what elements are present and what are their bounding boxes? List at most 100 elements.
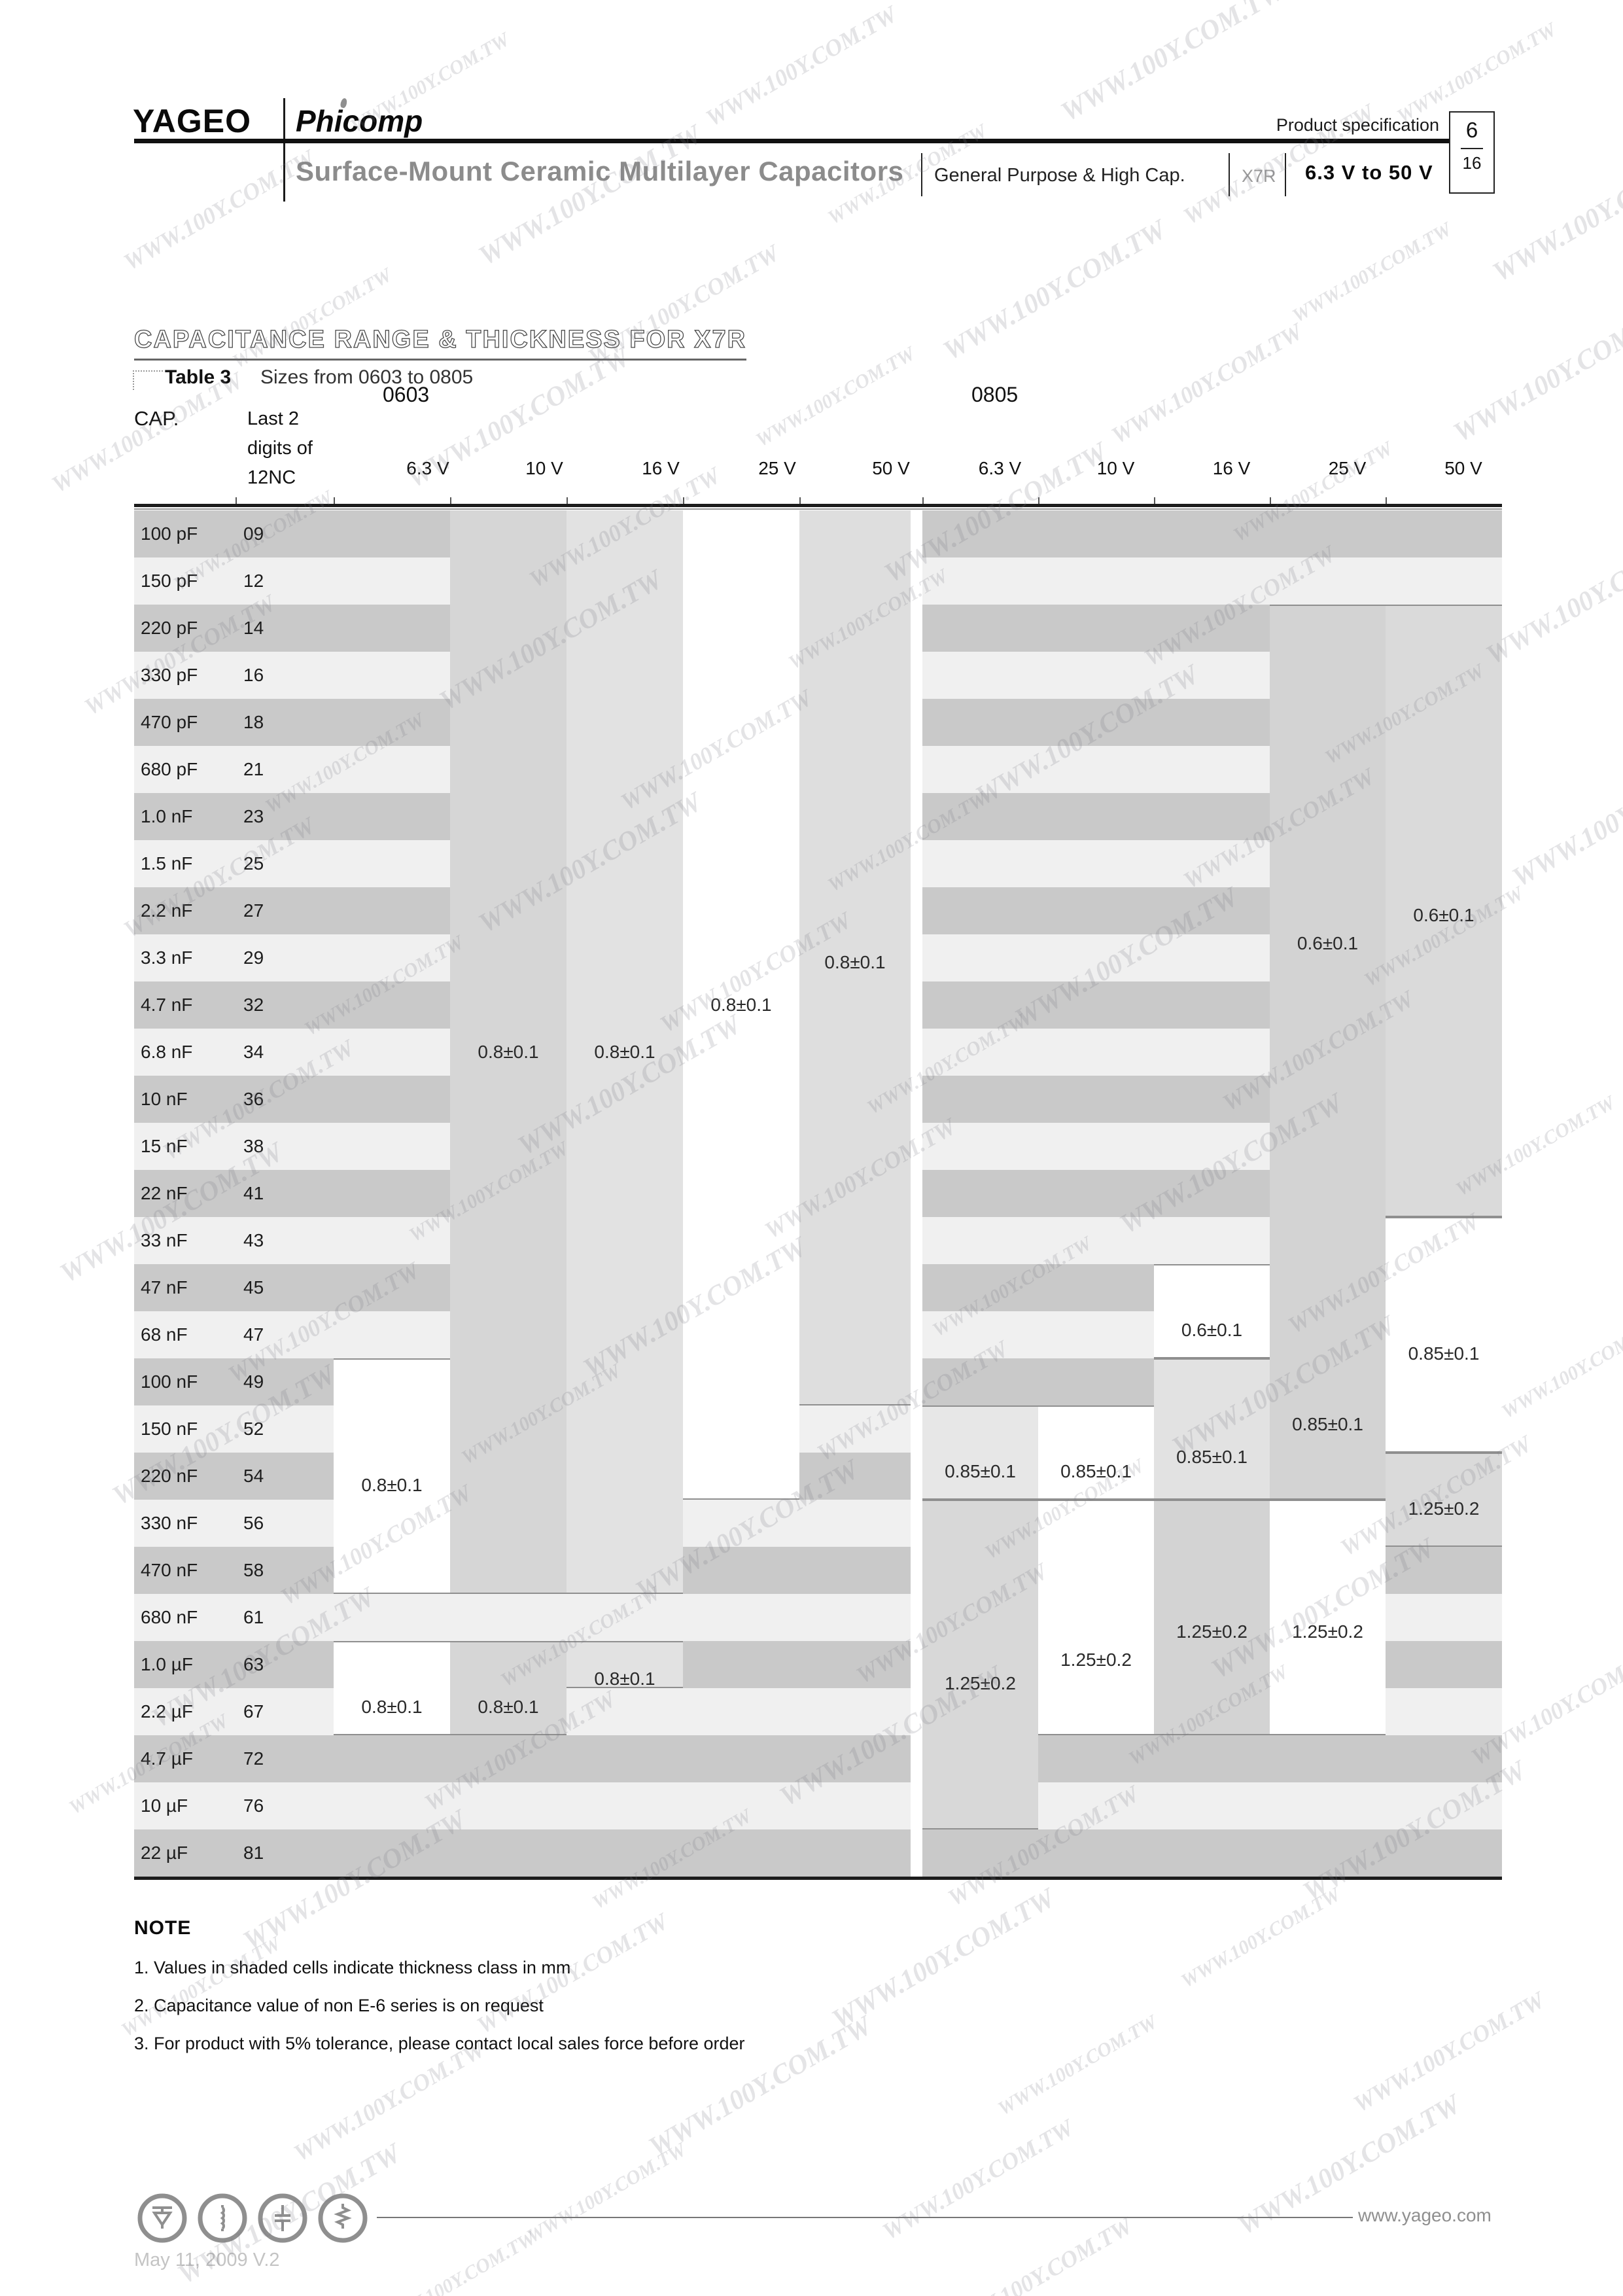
column-tick bbox=[1038, 497, 1039, 505]
thickness-block bbox=[1270, 1500, 1386, 1735]
thickness-block bbox=[450, 510, 567, 1594]
column-tick bbox=[236, 497, 237, 505]
row-12nc-code: 54 bbox=[243, 1466, 264, 1486]
watermark-text: WWW.100Y.COM.TW bbox=[1288, 218, 1456, 327]
row-cap-value: 470 nF bbox=[141, 1560, 198, 1580]
thickness-block bbox=[922, 1405, 1038, 1500]
row-12nc-code: 29 bbox=[243, 947, 264, 968]
row-12nc-code: 34 bbox=[243, 1042, 264, 1062]
row-cap-value: 680 pF bbox=[141, 759, 198, 779]
row-12nc-code: 23 bbox=[243, 806, 264, 826]
column-tick bbox=[799, 497, 801, 505]
resistor-icon bbox=[317, 2192, 369, 2244]
thickness-block bbox=[1386, 1453, 1502, 1547]
note-item: 1. Values in shaded cells indicate thick… bbox=[134, 1958, 571, 1977]
thickness-value-label: 0.8±0.1 bbox=[361, 1475, 423, 1496]
watermark-text: WWW.100Y.COM.TW bbox=[1056, 0, 1289, 128]
thickness-block bbox=[1386, 1217, 1502, 1453]
header-separator bbox=[921, 153, 922, 196]
row-cap-value: 2.2 µF bbox=[141, 1701, 193, 1722]
row-cap-value: 470 pF bbox=[141, 712, 198, 732]
thickness-block bbox=[1154, 1358, 1270, 1500]
column-tick bbox=[683, 497, 684, 505]
watermark-text: WWW.100Y.COM.TW bbox=[346, 28, 514, 137]
watermark-text: WWW.100Y.COM.TW bbox=[1448, 296, 1623, 449]
thickness-block bbox=[683, 510, 799, 1500]
voltage-header: 10 V bbox=[1096, 458, 1135, 478]
thickness-value-label: 1.25±0.2 bbox=[1060, 1649, 1132, 1670]
thickness-value-label: 0.85±0.1 bbox=[945, 1460, 1016, 1481]
size-group-gutter bbox=[911, 510, 922, 1877]
voltage-header: 25 V bbox=[1328, 458, 1367, 478]
header-separator bbox=[1285, 153, 1286, 196]
watermark-text: WWW.100Y.COM.TW bbox=[372, 2227, 540, 2296]
row-12nc-code: 63 bbox=[243, 1654, 264, 1674]
row-12nc-code: 25 bbox=[243, 853, 264, 874]
watermark-text: WWW.100Y.COM.TW bbox=[701, 1, 901, 132]
row-cap-value: 220 nF bbox=[141, 1466, 198, 1486]
row-cap-value: 330 nF bbox=[141, 1513, 198, 1533]
row-cap-value: 22 µF bbox=[141, 1843, 188, 1863]
thickness-value-label: 1.25±0.2 bbox=[1176, 1621, 1248, 1642]
row-cap-value: 47 nF bbox=[141, 1277, 188, 1298]
row-cap-value: 10 µF bbox=[141, 1795, 188, 1816]
row-12nc-code: 76 bbox=[243, 1795, 264, 1816]
col-header-code-line: Last 2 bbox=[247, 408, 299, 429]
voltage-range-label: 6.3 V to 50 V bbox=[1305, 161, 1433, 184]
page-total: 16 bbox=[1462, 153, 1482, 173]
thickness-value-label: 1.25±0.2 bbox=[1408, 1498, 1480, 1519]
thickness-block bbox=[567, 1641, 683, 1688]
row-cap-value: 1.0 µF bbox=[141, 1654, 193, 1674]
watermark-text: WWW.100Y.COM.TW bbox=[1177, 1883, 1344, 1992]
product-spec-label: Product specification bbox=[1276, 115, 1439, 135]
table-label-marker bbox=[133, 370, 163, 390]
col-header-code-line: digits of bbox=[247, 438, 313, 459]
row-12nc-code: 61 bbox=[243, 1607, 264, 1627]
watermark-text: WWW.100Y.COM.TW bbox=[1488, 135, 1623, 289]
row-12nc-code: 49 bbox=[243, 1371, 264, 1392]
watermark-text: WWW.100Y.COM.TW bbox=[1481, 518, 1623, 671]
watermark-text: WWW.100Y.COM.TW bbox=[119, 145, 319, 275]
row-12nc-code: 38 bbox=[243, 1136, 264, 1156]
row-12nc-code: 56 bbox=[243, 1513, 264, 1533]
thickness-block bbox=[334, 1358, 450, 1594]
thickness-value-label: 0.6±0.1 bbox=[1297, 933, 1359, 954]
voltage-header: 16 V bbox=[642, 458, 680, 478]
thickness-value-label: 0.8±0.1 bbox=[361, 1696, 423, 1717]
page-fraction-line bbox=[1461, 148, 1483, 149]
thickness-value-label: 0.8±0.1 bbox=[478, 1696, 539, 1717]
phicomp-logo: Phicomp bbox=[296, 104, 423, 138]
yageo-url-link[interactable]: www.yageo.com bbox=[1358, 2205, 1492, 2225]
row-cap-value: 1.0 nF bbox=[141, 806, 193, 826]
row-cap-value: 33 nF bbox=[141, 1230, 188, 1250]
note-item: 3. For product with 5% tolerance, please… bbox=[134, 2034, 745, 2053]
thickness-value-label: 0.85±0.1 bbox=[1060, 1460, 1132, 1481]
thickness-value-label: 0.85±0.1 bbox=[1292, 1413, 1363, 1434]
table-row bbox=[134, 1782, 1502, 1829]
row-12nc-code: 09 bbox=[243, 523, 264, 544]
voltage-header: 6.3 V bbox=[406, 458, 449, 478]
thickness-value-label: 0.8±0.1 bbox=[594, 1042, 655, 1062]
row-cap-value: 100 pF bbox=[141, 523, 198, 544]
thickness-block bbox=[1270, 605, 1386, 1500]
page-number-box: 6 16 bbox=[1449, 111, 1495, 194]
row-cap-value: 10 nF bbox=[141, 1089, 188, 1109]
thickness-value-label: 0.8±0.1 bbox=[594, 1668, 655, 1689]
watermark-text: WWW.100Y.COM.TW bbox=[994, 2011, 1161, 2120]
row-12nc-code: 21 bbox=[243, 759, 264, 779]
column-tick bbox=[922, 497, 924, 505]
watermark-text: WWW.100Y.COM.TW bbox=[752, 342, 919, 451]
thickness-block bbox=[799, 510, 911, 1405]
row-cap-value: 100 nF bbox=[141, 1371, 198, 1392]
column-tick bbox=[1386, 497, 1387, 505]
voltage-header: 25 V bbox=[758, 458, 796, 478]
row-12nc-code: 72 bbox=[243, 1748, 264, 1769]
col-header-code-line: 12NC bbox=[247, 467, 296, 488]
row-12nc-code: 58 bbox=[243, 1560, 264, 1580]
page-number: 6 bbox=[1465, 118, 1478, 142]
table-top-border bbox=[134, 504, 1502, 507]
yageo-logo: YAGEO bbox=[133, 103, 252, 139]
table-caption: Sizes from 0603 to 0805 bbox=[260, 366, 474, 388]
table-bottom-border bbox=[134, 1877, 1502, 1880]
